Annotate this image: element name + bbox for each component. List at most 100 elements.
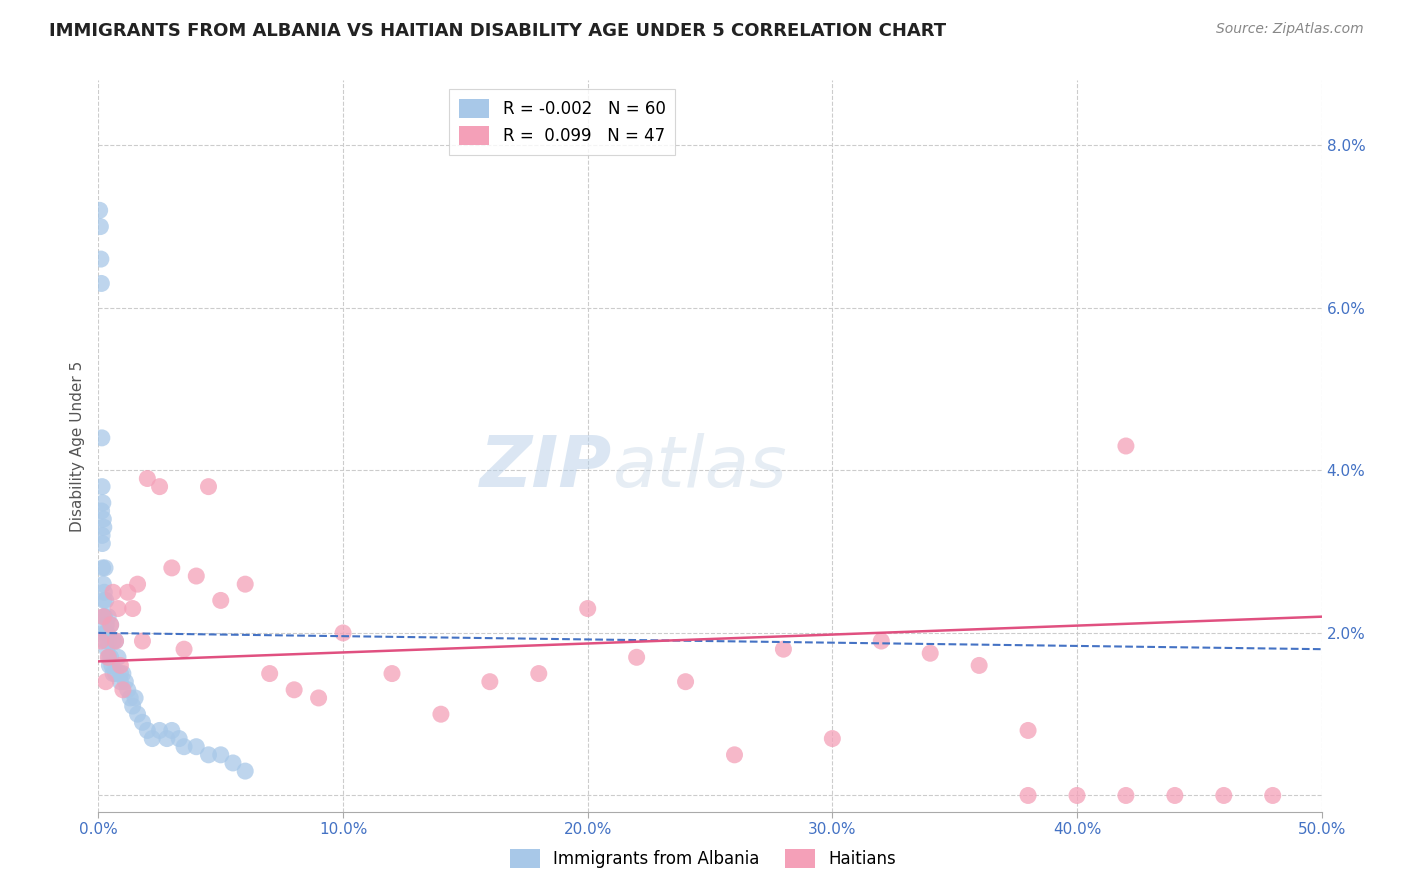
Point xyxy=(141,731,163,746)
Point xyxy=(91,609,114,624)
Point xyxy=(90,431,112,445)
Point xyxy=(111,666,134,681)
Point xyxy=(107,601,129,615)
Point xyxy=(96,626,118,640)
Point xyxy=(197,480,219,494)
Y-axis label: Disability Age Under 5: Disability Age Under 5 xyxy=(69,360,84,532)
Point xyxy=(197,747,219,762)
Point xyxy=(173,739,195,754)
Point xyxy=(93,520,115,534)
Point xyxy=(131,715,153,730)
Point xyxy=(101,585,124,599)
Point xyxy=(259,666,281,681)
Point xyxy=(1115,439,1137,453)
Point xyxy=(93,609,115,624)
Point xyxy=(91,561,114,575)
Point xyxy=(1115,789,1137,803)
Point xyxy=(478,674,501,689)
Point xyxy=(96,642,118,657)
Text: IMMIGRANTS FROM ALBANIA VS HAITIAN DISABILITY AGE UNDER 5 CORRELATION CHART: IMMIGRANTS FROM ALBANIA VS HAITIAN DISAB… xyxy=(49,22,946,40)
Point xyxy=(91,480,114,494)
Point xyxy=(156,731,179,746)
Point xyxy=(96,626,118,640)
Point xyxy=(121,601,143,615)
Point xyxy=(101,634,124,648)
Point xyxy=(90,252,112,266)
Point xyxy=(97,634,120,648)
Point xyxy=(97,650,120,665)
Point xyxy=(114,674,136,689)
Text: Source: ZipAtlas.com: Source: ZipAtlas.com xyxy=(1216,22,1364,37)
Point xyxy=(97,609,120,624)
Point xyxy=(149,480,172,494)
Point xyxy=(97,650,120,665)
Point xyxy=(233,764,256,778)
Point xyxy=(89,203,111,218)
Point xyxy=(90,634,112,648)
Point xyxy=(381,666,404,681)
Point xyxy=(121,699,143,714)
Point xyxy=(101,658,124,673)
Point xyxy=(91,536,114,550)
Point xyxy=(186,739,208,754)
Point xyxy=(98,658,121,673)
Text: ZIP: ZIP xyxy=(479,434,612,502)
Point xyxy=(110,666,132,681)
Point xyxy=(167,731,190,746)
Point xyxy=(527,666,550,681)
Point xyxy=(222,756,245,770)
Point xyxy=(91,577,114,591)
Point xyxy=(117,682,139,697)
Point xyxy=(90,504,112,518)
Point xyxy=(821,731,844,746)
Point xyxy=(94,561,117,575)
Point xyxy=(91,496,114,510)
Point xyxy=(104,666,127,681)
Point xyxy=(1017,723,1039,738)
Text: atlas: atlas xyxy=(612,434,787,502)
Point xyxy=(723,747,745,762)
Point xyxy=(1212,789,1234,803)
Point xyxy=(110,674,132,689)
Point xyxy=(107,650,129,665)
Point xyxy=(1261,789,1284,803)
Point xyxy=(209,593,232,607)
Point xyxy=(100,617,122,632)
Point xyxy=(870,634,893,648)
Point xyxy=(209,747,232,762)
Point xyxy=(104,634,127,648)
Point xyxy=(131,634,153,648)
Legend: R = -0.002   N = 60, R =  0.099   N = 47: R = -0.002 N = 60, R = 0.099 N = 47 xyxy=(450,88,675,155)
Point xyxy=(93,609,115,624)
Point xyxy=(94,634,117,648)
Point xyxy=(127,577,149,591)
Point xyxy=(93,593,115,607)
Point xyxy=(120,690,142,705)
Legend: Immigrants from Albania, Haitians: Immigrants from Albania, Haitians xyxy=(503,842,903,875)
Point xyxy=(93,585,115,599)
Point xyxy=(91,528,114,542)
Point xyxy=(920,646,942,660)
Point xyxy=(186,569,208,583)
Point xyxy=(430,707,453,722)
Point xyxy=(100,617,122,632)
Point xyxy=(94,674,117,689)
Point xyxy=(1164,789,1187,803)
Point xyxy=(967,658,990,673)
Point xyxy=(160,561,183,575)
Point xyxy=(111,682,134,697)
Point xyxy=(675,674,697,689)
Point xyxy=(127,707,149,722)
Point xyxy=(1017,789,1039,803)
Point xyxy=(89,219,111,234)
Point xyxy=(94,626,117,640)
Point xyxy=(104,634,127,648)
Point xyxy=(91,512,114,526)
Point xyxy=(308,690,330,705)
Point xyxy=(332,626,354,640)
Point xyxy=(124,690,146,705)
Point xyxy=(90,277,112,291)
Point xyxy=(136,471,159,485)
Point xyxy=(772,642,794,657)
Point xyxy=(576,601,599,615)
